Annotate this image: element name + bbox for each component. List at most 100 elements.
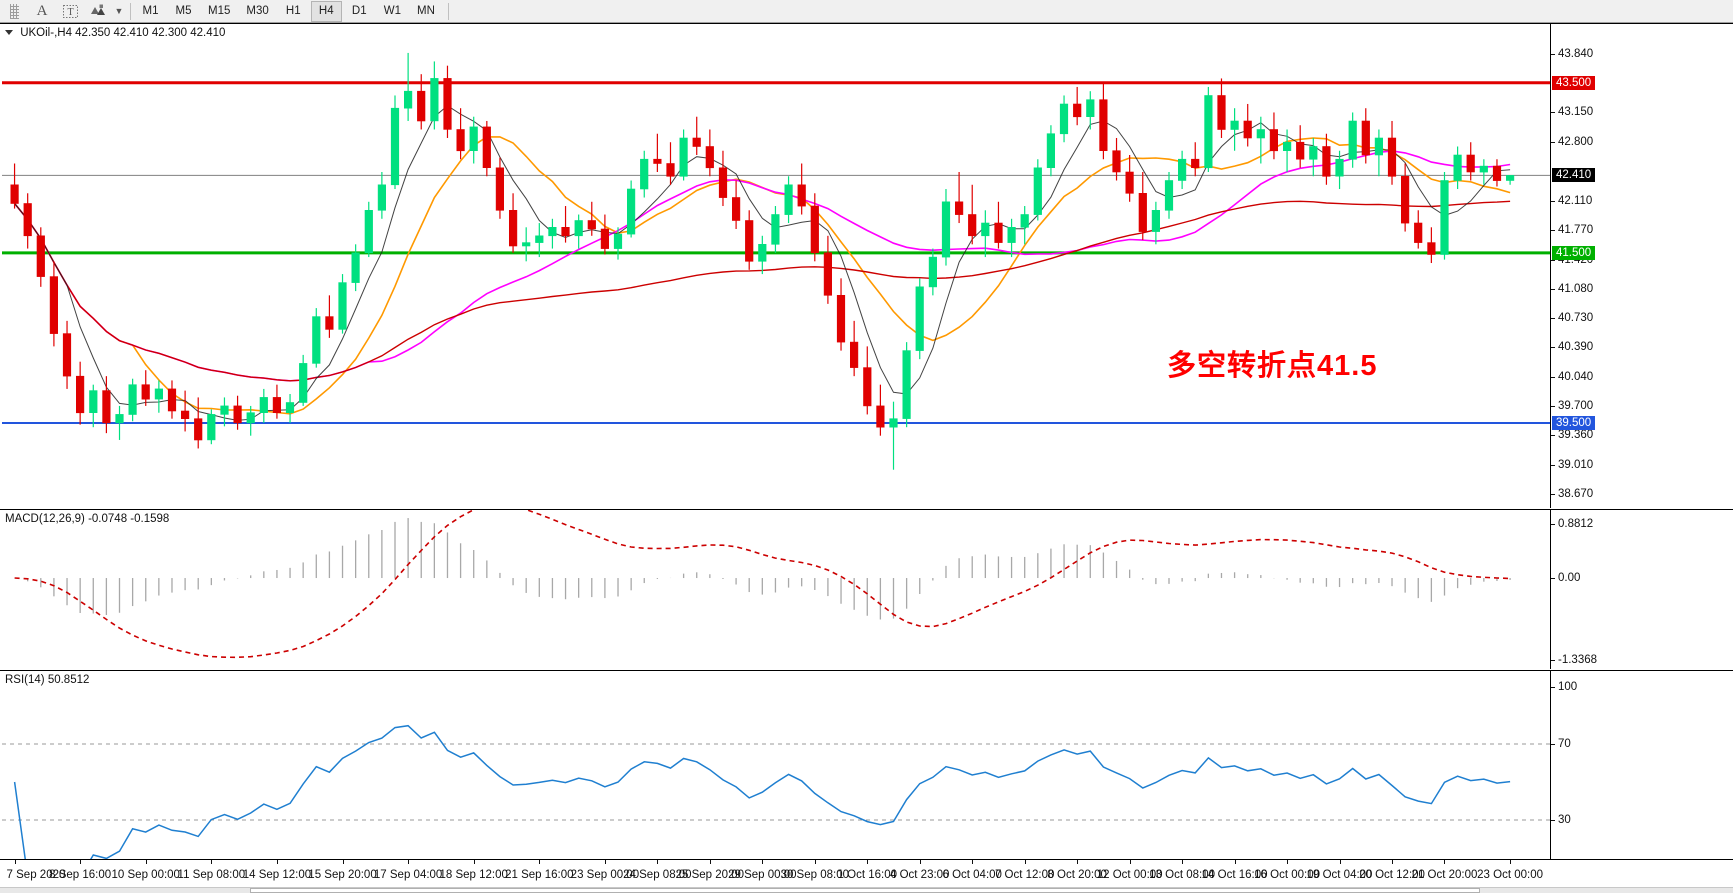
price-svg bbox=[2, 52, 1550, 470]
time-label: 25 Sep 20:00 bbox=[675, 869, 745, 881]
price-tick: 39.010 bbox=[1551, 459, 1593, 471]
time-tick bbox=[1339, 860, 1341, 864]
macd-panel[interactable]: MACD(12,26,9) -0.0748 -0.1598 0.8812 0.00… bbox=[0, 509, 1733, 669]
time-tick bbox=[1077, 860, 1079, 864]
time-label: 8 Oct 20:00 bbox=[1047, 869, 1107, 881]
time-label: 29 Sep 00:00 bbox=[728, 869, 797, 881]
time-label: 11 Sep 08:00 bbox=[177, 869, 246, 881]
rsi-plot-area[interactable] bbox=[2, 671, 1550, 882]
time-label: 21 Sep 16:00 bbox=[505, 869, 574, 881]
chart-frame: UKOil-,H4 42.350 42.410 42.300 42.410 多空… bbox=[0, 23, 1733, 893]
last-price-tag[interactable]: 42.410 bbox=[1552, 168, 1596, 183]
price-panel[interactable]: UKOil-,H4 42.350 42.410 42.300 42.410 多空… bbox=[0, 24, 1733, 508]
time-tick bbox=[80, 860, 82, 864]
time-label: 14 Oct 16:00 bbox=[1201, 869, 1268, 881]
time-tick bbox=[1024, 860, 1026, 864]
time-label: 6 Oct 04:00 bbox=[942, 869, 1002, 881]
time-label: 10 Sep 00:00 bbox=[111, 869, 180, 881]
time-tick bbox=[211, 860, 213, 864]
time-label: 14 Sep 12:00 bbox=[242, 869, 312, 881]
time-tick bbox=[657, 860, 659, 864]
timeframe-w1[interactable]: W1 bbox=[383, 5, 401, 17]
time-label: 20 Oct 12:00 bbox=[1359, 869, 1425, 881]
time-label: 23 Sep 00:00 bbox=[570, 869, 640, 881]
time-tick bbox=[604, 860, 606, 864]
price-tick: 43.150 bbox=[1551, 106, 1593, 118]
crosshair-icon[interactable] bbox=[0, 1, 28, 22]
timeframe-mn[interactable]: MN bbox=[417, 5, 435, 17]
resistance-tag[interactable]: 43.500 bbox=[1552, 75, 1596, 90]
time-label: 23 Oct 00:00 bbox=[1477, 869, 1544, 881]
price-tick: 39.700 bbox=[1551, 400, 1593, 412]
support-tag[interactable]: 41.500 bbox=[1552, 245, 1596, 260]
time-tick bbox=[1234, 860, 1236, 864]
macd-legend-text: MACD(12,26,9) -0.0748 -0.1598 bbox=[5, 513, 170, 525]
time-tick bbox=[473, 860, 475, 864]
price-tick: 40.390 bbox=[1551, 341, 1593, 353]
price-tick: 39.360 bbox=[1551, 429, 1593, 441]
timeframe-m15[interactable]: M15 bbox=[208, 5, 231, 17]
timeframe-d1[interactable]: D1 bbox=[351, 5, 367, 17]
time-label: 19 Oct 04:00 bbox=[1306, 869, 1373, 881]
chart-annotation: 多空转折点41.5 bbox=[1167, 350, 1378, 382]
time-label: 15 Sep 20:00 bbox=[308, 869, 377, 881]
macd-plot-area[interactable] bbox=[2, 510, 1550, 669]
macd-axis[interactable]: 0.8812 0.00 -1.3368 bbox=[1550, 510, 1733, 669]
time-tick bbox=[972, 860, 974, 864]
collapse-icon[interactable] bbox=[5, 30, 13, 36]
time-tick bbox=[762, 860, 764, 864]
price-tick: 38.670 bbox=[1551, 488, 1593, 500]
time-tick bbox=[145, 860, 147, 864]
timeframe-m5[interactable]: M5 bbox=[175, 5, 192, 17]
timeframe-m1[interactable]: M1 bbox=[142, 5, 159, 17]
rsi-tick: 100 bbox=[1551, 681, 1577, 693]
macd-svg bbox=[14, 510, 1511, 659]
price-axis[interactable]: 43.84043.15042.80042.11041.77041.42041.0… bbox=[1550, 24, 1733, 508]
macd-tick: 0.8812 bbox=[1551, 518, 1593, 530]
dropdown-arrow-icon[interactable]: ▼ bbox=[114, 6, 124, 16]
time-tick bbox=[709, 860, 711, 864]
floor-tag[interactable]: 39.500 bbox=[1552, 415, 1596, 430]
scrollbar-thumb[interactable] bbox=[250, 888, 1480, 893]
macd-tick: -1.3368 bbox=[1551, 654, 1597, 666]
time-tick bbox=[1129, 860, 1131, 864]
time-tick bbox=[1444, 860, 1446, 864]
svg-text:T: T bbox=[67, 7, 73, 18]
price-legend: UKOil-,H4 42.350 42.410 42.300 42.410 bbox=[5, 27, 225, 39]
price-tick: 43.840 bbox=[1551, 48, 1593, 60]
time-tick bbox=[14, 860, 16, 864]
time-label: 7 Oct 12:00 bbox=[994, 869, 1055, 881]
timeframe-m30[interactable]: M30 bbox=[246, 5, 269, 17]
rsi-axis[interactable]: 10070300 bbox=[1550, 671, 1733, 882]
time-label: 18 Sep 12:00 bbox=[439, 869, 508, 881]
time-label: 16 Oct 00:00 bbox=[1254, 869, 1320, 881]
rsi-legend-text: RSI(14) 50.8512 bbox=[5, 674, 90, 686]
price-tick: 42.110 bbox=[1551, 195, 1592, 207]
time-label: 21 Oct 20:00 bbox=[1411, 869, 1478, 881]
time-label: 17 Sep 04:00 bbox=[373, 869, 443, 881]
time-label: 8 Sep 16:00 bbox=[49, 869, 112, 881]
label-tool-icon[interactable]: T bbox=[56, 1, 84, 22]
price-tick: 41.770 bbox=[1551, 224, 1593, 236]
time-label: 13 Oct 08:00 bbox=[1149, 869, 1216, 881]
rsi-panel[interactable]: RSI(14) 50.8512 10070300 bbox=[0, 670, 1733, 882]
time-tick bbox=[814, 860, 816, 864]
timeframe-h4[interactable]: H4 bbox=[310, 0, 342, 22]
time-tick bbox=[539, 860, 541, 864]
price-tick: 40.730 bbox=[1551, 312, 1593, 324]
price-plot-area[interactable]: 多空转折点41.5 bbox=[2, 24, 1550, 508]
text-tool-icon[interactable]: A bbox=[36, 2, 48, 19]
time-tick bbox=[1287, 860, 1289, 864]
time-tick bbox=[919, 860, 921, 864]
time-label: 4 Oct 23:00 bbox=[890, 869, 950, 881]
time-label: 24 Sep 08:00 bbox=[623, 869, 692, 881]
price-tick: 40.040 bbox=[1551, 371, 1593, 383]
timeframe-group: M1 M5 M15 M30 H1 H4 D1 W1 MN bbox=[135, 0, 442, 22]
timeframe-h1[interactable]: H1 bbox=[285, 5, 301, 17]
macd-tick: 0.00 bbox=[1551, 572, 1580, 584]
time-tick bbox=[342, 860, 344, 864]
time-label: 1 Oct 16:00 bbox=[837, 869, 897, 881]
objects-icon[interactable] bbox=[84, 1, 112, 22]
rsi-tick: 30 bbox=[1551, 814, 1571, 826]
horizontal-scrollbar[interactable] bbox=[0, 887, 1733, 893]
